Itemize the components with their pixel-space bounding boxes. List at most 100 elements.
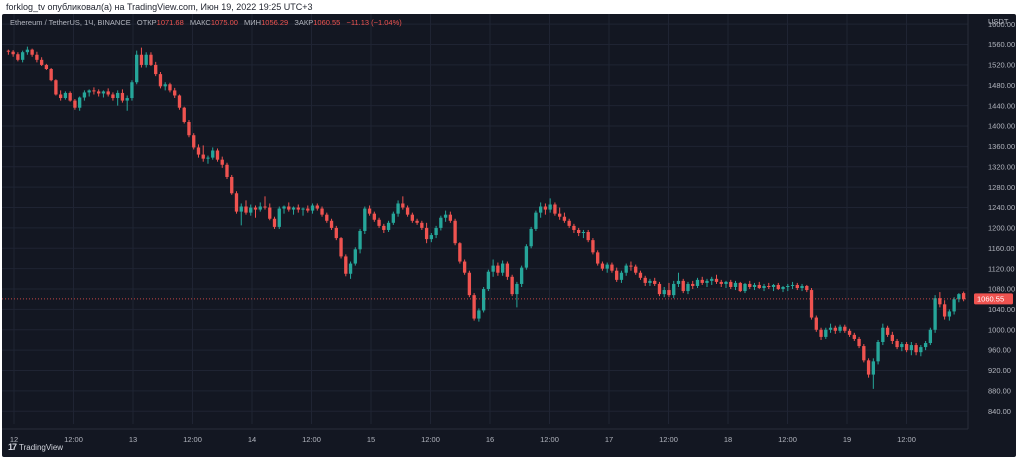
candle-body — [881, 327, 885, 342]
time-axis[interactable]: 12 12:00 13 12:00 14 12:00 15 12:00 16 12:00 17 12:… — [10, 435, 916, 444]
candle-body — [733, 282, 738, 287]
candle-body — [348, 263, 353, 274]
candle-body — [206, 157, 210, 159]
candle-body — [135, 54, 139, 83]
candle-body — [776, 284, 780, 290]
price-axis[interactable]: USDT 840.00 880.00 920.00 960.00 1000.00 1040… — [988, 17, 1015, 416]
candle-body — [296, 207, 300, 210]
candle-body — [20, 52, 25, 60]
candle-body — [895, 340, 899, 348]
candle-body — [244, 206, 248, 213]
x-tick-label: 19 — [843, 435, 851, 444]
candle-body — [885, 327, 890, 335]
y-tick-label: 1000.00 — [988, 325, 1015, 334]
candle-body — [315, 205, 319, 209]
candle-body — [786, 285, 790, 287]
candle-body — [938, 298, 942, 305]
candle-body — [44, 64, 49, 70]
candle-body — [49, 69, 53, 81]
candle-body — [158, 74, 163, 87]
candle-body — [738, 282, 742, 292]
candle-body — [904, 344, 909, 351]
candle-body — [581, 231, 586, 234]
candle-body — [268, 207, 272, 219]
candle-body — [909, 345, 914, 351]
candle-body — [92, 90, 96, 92]
publisher-bar: forklog_tv опубликовал(а) на TradingView… — [0, 0, 1024, 14]
candle-body — [287, 206, 291, 210]
legend-close-label: ЗАКР — [294, 18, 314, 27]
candle-body — [139, 54, 144, 65]
candle-body — [596, 252, 600, 264]
candle-body — [111, 94, 115, 99]
candle-body — [458, 243, 462, 262]
candle-body — [325, 214, 329, 221]
candle-body — [800, 285, 804, 289]
candle-body — [116, 92, 120, 99]
y-tick-label: 1440.00 — [988, 101, 1015, 110]
x-tick-label: 16 — [486, 435, 494, 444]
candle-body — [25, 49, 30, 53]
candle-body — [239, 206, 243, 212]
candle-body — [538, 206, 543, 213]
candle-body — [144, 54, 148, 65]
candle-body — [35, 54, 39, 60]
candle-body — [154, 64, 158, 75]
chart-panel[interactable]: USDT 840.00 880.00 920.00 960.00 1000.00 1040… — [2, 14, 1016, 457]
candle-body — [562, 216, 567, 221]
candle-body — [529, 228, 533, 247]
candle-body — [605, 264, 609, 269]
candle-body — [220, 159, 224, 165]
y-tick-label: 1400.00 — [988, 122, 1015, 131]
x-tick-label: 12:00 — [778, 435, 797, 444]
candle-body — [553, 204, 557, 214]
candle-body — [306, 208, 310, 211]
candle-body — [667, 290, 671, 296]
candle-body — [211, 150, 215, 158]
x-tick-label: 17 — [605, 435, 613, 444]
candle-body — [481, 289, 486, 311]
candle-body — [82, 92, 87, 98]
candle-body — [843, 326, 847, 331]
legend-high-value: 1075.00 — [210, 18, 238, 27]
candle-body — [120, 92, 125, 101]
symbol-legend[interactable]: Ethereum / TetherUS, 1Ч, BINANCE ОТКР107… — [10, 18, 402, 27]
last-price-badge: 1060.55 — [974, 293, 1013, 305]
candle-body — [215, 150, 220, 160]
candle-body — [714, 278, 719, 282]
legend-low-value: 1056.29 — [261, 18, 289, 27]
candle-body — [230, 176, 234, 194]
legend-close-value: 1060.55 — [313, 18, 341, 27]
candle-body — [310, 205, 315, 211]
candle-body — [567, 220, 571, 226]
candle-body — [443, 214, 448, 218]
candle-body — [249, 207, 253, 213]
x-tick-label: 12:00 — [421, 435, 440, 444]
candle-body — [30, 49, 34, 55]
x-tick-label: 12:00 — [540, 435, 559, 444]
candle-body — [187, 121, 191, 136]
candlestick-chart[interactable]: USDT 840.00 880.00 920.00 960.00 1000.00 1040… — [2, 14, 1016, 457]
candle-body — [700, 279, 704, 283]
candle-body — [805, 285, 809, 291]
candle-body — [634, 266, 638, 273]
candle-body — [919, 347, 923, 353]
x-tick-label: 12:00 — [897, 435, 916, 444]
x-tick-label: 12:00 — [183, 435, 202, 444]
candle-body — [453, 220, 457, 244]
candle-body — [467, 272, 472, 296]
candle-body — [73, 100, 77, 108]
last-price-badge-text: 1060.55 — [977, 295, 1004, 304]
candle-body — [253, 207, 258, 210]
tradingview-brand[interactable]: 17 TradingView — [8, 442, 63, 452]
candle-body — [653, 280, 657, 284]
grid — [2, 14, 969, 430]
candle-body — [401, 203, 405, 208]
candle-body — [890, 334, 894, 341]
candle-body — [439, 217, 443, 228]
candle-body — [462, 261, 467, 273]
candle-body — [177, 95, 182, 108]
candle-body — [719, 281, 723, 284]
candle-body — [106, 91, 110, 95]
